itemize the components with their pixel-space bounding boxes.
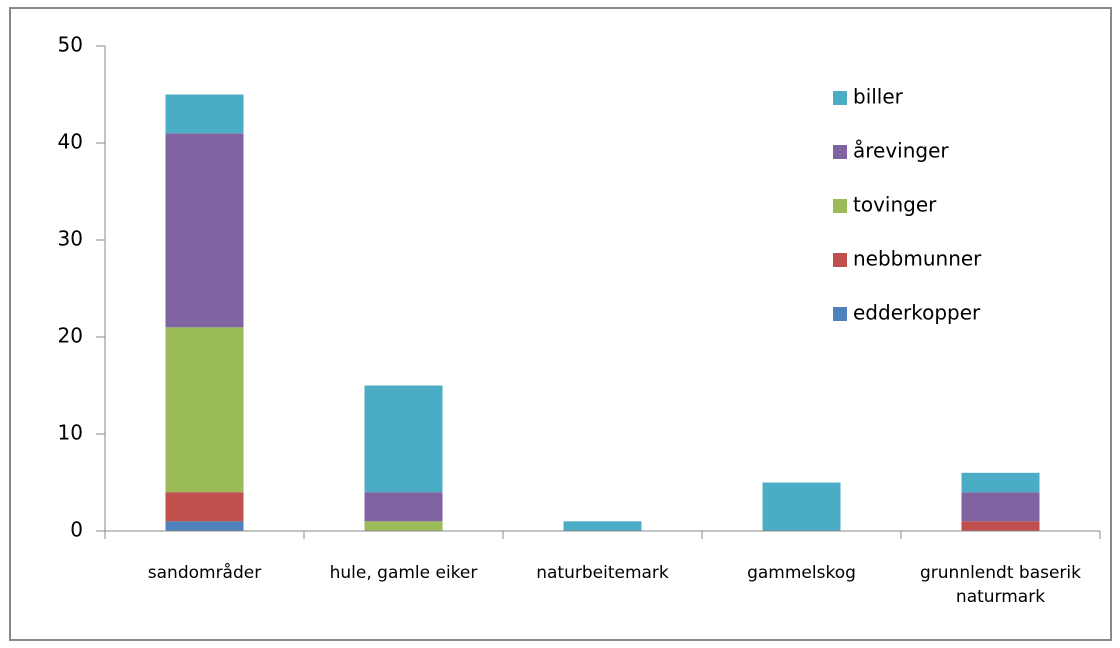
bar-segment — [961, 521, 1040, 531]
bar-segment — [165, 133, 244, 328]
y-tick-label: 30 — [58, 227, 83, 251]
bar-segment — [364, 385, 443, 493]
bar-segment — [762, 482, 841, 531]
legend-swatch — [833, 145, 847, 159]
legend-swatch — [833, 91, 847, 105]
legend-label: biller — [853, 85, 904, 109]
bar-segment — [165, 521, 244, 531]
bar-segment — [165, 492, 244, 522]
legend-swatch — [833, 253, 847, 267]
y-tick-label: 10 — [58, 421, 83, 445]
legend-label: edderkopper — [853, 301, 981, 325]
bar-segment — [165, 94, 244, 134]
bar-segment — [961, 472, 1040, 493]
x-tick-label: sandområder — [147, 563, 262, 583]
x-tick-label: gammelskog — [747, 563, 856, 583]
legend-label: nebbmunner — [853, 247, 982, 271]
legend-label: årevinger — [853, 139, 949, 163]
x-tick-label: hule, gamle eiker — [329, 563, 478, 583]
bar-segment — [961, 492, 1040, 522]
bar-segment — [165, 327, 244, 493]
y-tick-label: 40 — [58, 130, 83, 154]
x-tick-label: naturbeitemark — [536, 563, 669, 583]
legend-swatch — [833, 199, 847, 213]
legend-label: tovinger — [853, 193, 937, 217]
x-tick-label: grunnlendt baserik naturmark — [919, 563, 1081, 607]
bar-segment — [364, 521, 443, 531]
y-tick-label: 50 — [58, 33, 83, 57]
bar-segment — [364, 492, 443, 522]
legend-swatch — [833, 307, 847, 321]
bar-segment — [563, 521, 642, 531]
y-tick-label: 0 — [70, 518, 83, 542]
y-tick-label: 20 — [58, 324, 83, 348]
